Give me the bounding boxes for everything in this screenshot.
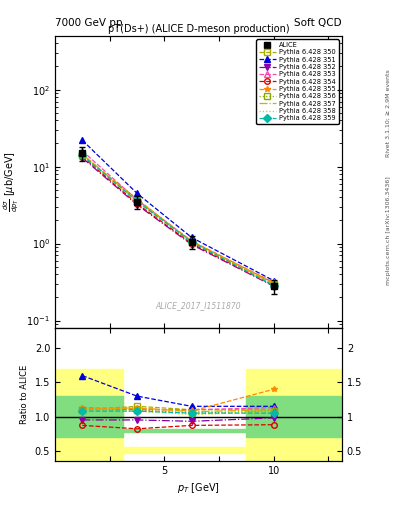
Y-axis label: Ratio to ALICE: Ratio to ALICE xyxy=(20,365,29,424)
Title: pT(Ds+) (ALICE D-meson production): pT(Ds+) (ALICE D-meson production) xyxy=(108,24,289,34)
Text: Rivet 3.1.10; ≥ 2.9M events: Rivet 3.1.10; ≥ 2.9M events xyxy=(386,69,391,157)
Y-axis label: $\frac{d\sigma}{dp_T}$ [$\mu$b/GeV]: $\frac{d\sigma}{dp_T}$ [$\mu$b/GeV] xyxy=(2,152,21,212)
Text: 7000 GeV pp: 7000 GeV pp xyxy=(55,18,123,28)
Text: ALICE_2017_I1511870: ALICE_2017_I1511870 xyxy=(156,302,241,310)
Text: Soft QCD: Soft QCD xyxy=(294,18,342,28)
X-axis label: $p_T$ [GeV]: $p_T$ [GeV] xyxy=(177,481,220,495)
Legend: ALICE, Pythia 6.428 350, Pythia 6.428 351, Pythia 6.428 352, Pythia 6.428 353, P: ALICE, Pythia 6.428 350, Pythia 6.428 35… xyxy=(257,39,339,124)
Text: mcplots.cern.ch [arXiv:1306.3436]: mcplots.cern.ch [arXiv:1306.3436] xyxy=(386,176,391,285)
